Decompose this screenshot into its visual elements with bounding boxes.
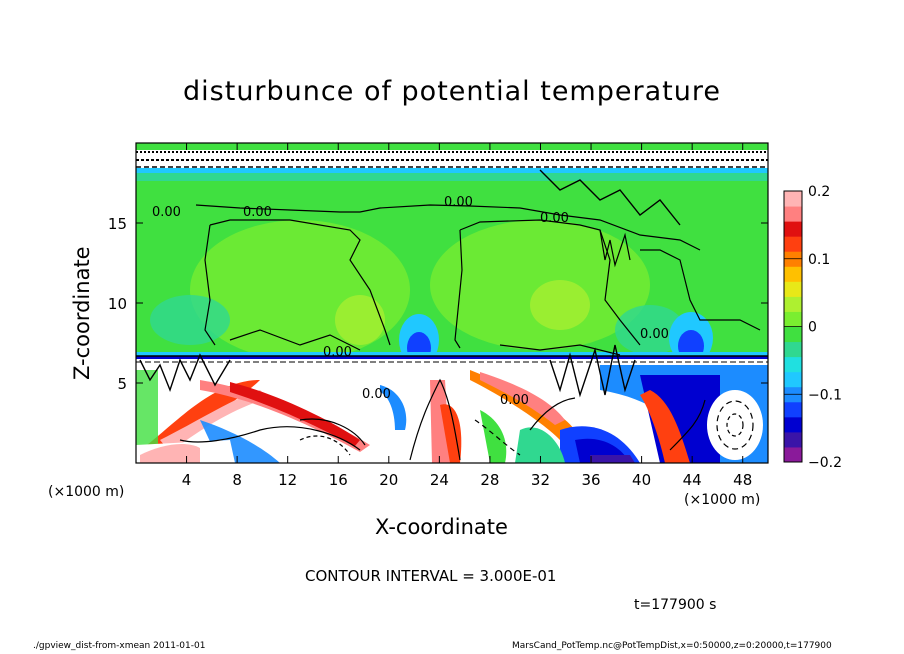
x-tick-label: 48 [733,471,752,489]
y-tick-label: 15 [108,215,127,233]
chart-title: disturbunce of potential temperature [183,76,721,107]
colorbar-tick-label: −0.2 [808,455,842,471]
colorbar-tick-label: 0 [808,320,817,336]
colorbar-swatch [784,431,802,448]
colorbar-tick-label: 0.2 [808,184,830,200]
contour-lines [136,151,768,461]
colorbar-swatch [784,401,802,418]
time-label: t=177900 s [634,597,717,613]
contour-label: 0.00 [500,393,529,408]
x-unit-label-right: (×1000 m) [684,492,761,508]
contour-label: 0.00 [640,327,669,342]
x-tick-label: 36 [581,471,600,489]
colorbar-swatch [784,206,802,222]
colorbar-swatch [784,266,802,282]
colorbar-swatch [784,311,802,327]
x-axis: 4 8 12 16 20 24 28 32 36 40 44 48 [182,143,752,489]
x-tick-label: 32 [531,471,550,489]
contour-label: 0.00 [323,345,352,360]
x-axis-label: X-coordinate [375,515,508,539]
colorbar-swatch [784,416,802,433]
contour-label: 0.00 [444,195,473,210]
x-tick-label: 8 [232,471,242,489]
colorbar-swatch [784,236,802,252]
contour-label: 0.00 [540,211,569,226]
colorbar-swatch [784,446,802,463]
colorbar-swatch [784,281,802,297]
contour-interval-text: CONTOUR INTERVAL = 3.000E-01 [305,567,557,585]
x-unit-label-left: (×1000 m) [48,484,125,500]
colorbar-tick-label: 0.1 [808,252,830,268]
x-tick-label: 28 [480,471,499,489]
heatmap-field [136,143,768,463]
y-tick-label: 5 [117,375,127,393]
contour-label-group: 0.00 0.00 0.00 0.00 0.00 0.00 0.00 0.00 [152,195,669,408]
footer-source: MarsCand_PotTemp.nc@PotTempDist,x=0:5000… [512,641,832,651]
x-tick-label: 40 [632,471,651,489]
colorbar-swatch [784,191,802,207]
colorbar-swatch [784,221,802,237]
contour-label: 0.00 [152,205,181,220]
contour-label: 0.00 [243,205,272,220]
y-axis-label: Z-coordinate [70,246,94,380]
colorbar-swatch [784,371,802,388]
footer-command: ./gpview_dist-from-xmean 2011-01-01 [33,641,206,651]
contour-label: 0.00 [362,387,391,402]
x-tick-label: 12 [278,471,297,489]
x-tick-label: 16 [329,471,348,489]
colorbar-swatch [784,341,802,358]
colorbar-swatch [784,326,802,343]
x-tick-label: 20 [379,471,398,489]
x-tick-label: 44 [683,471,702,489]
colorbar-swatch [784,356,802,373]
colorbar: 0.2 0.1 0 −0.1 −0.2 [783,184,842,471]
colorbar-swatch [784,296,802,312]
y-axis: 5 10 15 [108,215,768,393]
x-tick-label: 4 [182,471,192,489]
y-tick-label: 10 [108,295,127,313]
x-tick-label: 24 [430,471,449,489]
colorbar-tick-label: −0.1 [808,387,842,403]
